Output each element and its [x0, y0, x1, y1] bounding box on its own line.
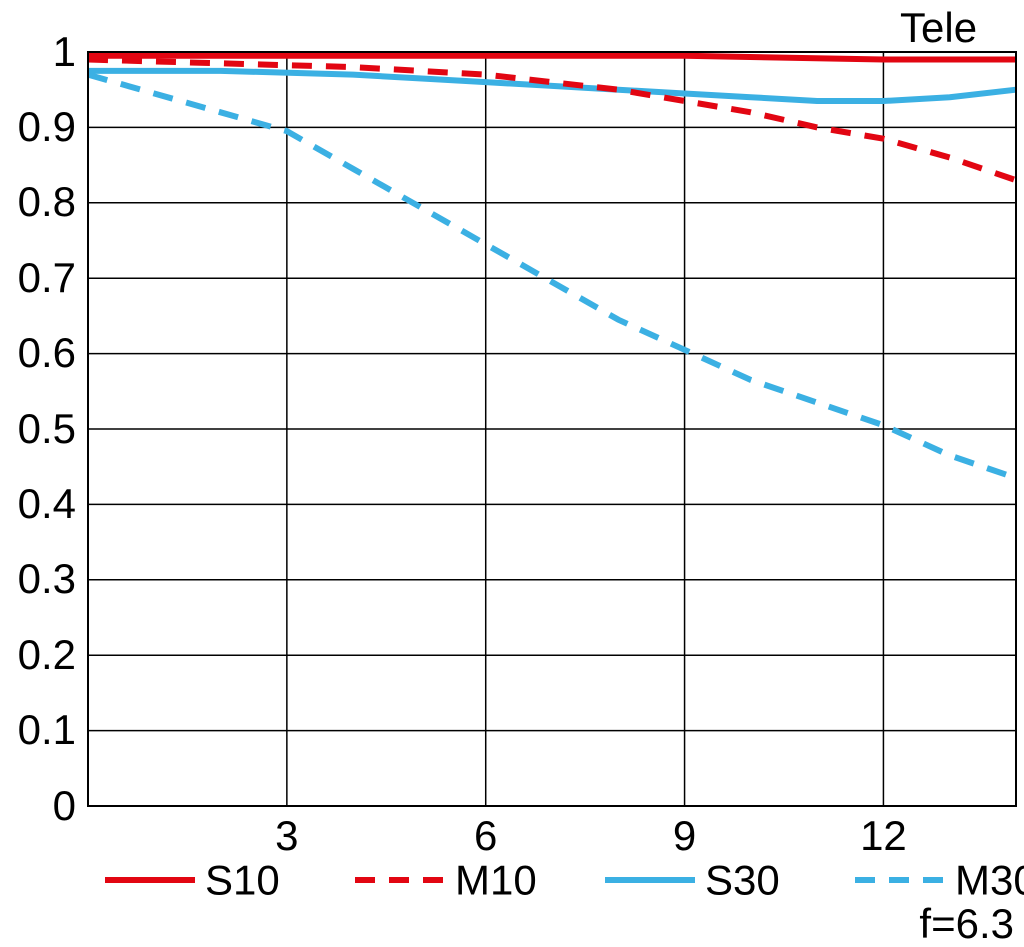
legend: S10 M10 S30 M30 — [105, 857, 1024, 904]
series-S10 — [88, 56, 1016, 60]
mtf-chart: S10 M10 S30 M30 — [0, 0, 1024, 947]
series-S30 — [88, 71, 1016, 101]
series-group — [88, 56, 1016, 478]
grid — [88, 52, 1016, 806]
legend-label-S30: S30 — [705, 857, 780, 904]
series-M10 — [88, 60, 1016, 181]
legend-label-M10: M10 — [455, 857, 537, 904]
legend-label-S10: S10 — [205, 857, 280, 904]
legend-label-M30: M30 — [955, 857, 1024, 904]
